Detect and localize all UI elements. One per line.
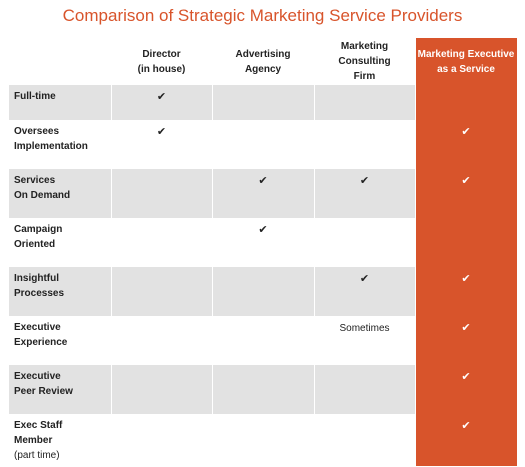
table-cell — [111, 414, 213, 466]
table-cell — [111, 267, 213, 316]
table-row: Insightful Processes ✔ ✔ — [9, 267, 518, 316]
table-cell — [314, 120, 416, 169]
table-cell: ✔ — [111, 120, 213, 169]
table-cell: Sometimes — [314, 316, 416, 365]
table-cell — [314, 85, 416, 120]
row-label-line: Oriented — [14, 239, 56, 250]
check-icon: ✔ — [156, 91, 167, 103]
column-header-executive-service: Marketing Executive as a Service — [415, 38, 518, 85]
header-corner — [9, 38, 112, 85]
column-header-consulting-firm: Marketing Consulting Firm — [314, 38, 416, 85]
check-icon: ✔ — [461, 126, 471, 138]
page-title: Comparison of Strategic Marketing Servic… — [62, 6, 463, 25]
row-label-line: Exec Staff — [14, 420, 63, 431]
row-label-line: Full-time — [14, 91, 56, 102]
table-row: Executive Peer Review ✔ — [9, 365, 518, 414]
check-icon: ✔ — [461, 273, 471, 285]
table-cell — [212, 316, 315, 365]
table-cell — [212, 365, 315, 414]
check-icon: ✔ — [258, 224, 268, 236]
table-cell — [212, 414, 315, 466]
check-icon: ✔ — [461, 322, 471, 334]
column-header-director: Director (in house) — [111, 38, 213, 85]
row-label-line: Experience — [14, 337, 68, 348]
table-cell: ✔ — [415, 414, 518, 466]
table-row: Full-time ✔ — [9, 85, 518, 120]
row-label-line: On Demand — [14, 190, 71, 201]
check-icon: ✔ — [359, 175, 370, 187]
table-cell — [111, 218, 213, 267]
row-label-line: Campaign — [14, 224, 63, 235]
table-cell — [111, 316, 213, 365]
table-row: Exec Staff Member (part time) ✔ — [9, 414, 518, 466]
header-row: Director (in house) Advertising Agency M… — [9, 38, 518, 85]
row-label-line: Oversees — [14, 126, 60, 137]
table-cell: ✔ — [415, 169, 518, 218]
table-row: Executive Experience Sometimes ✔ — [9, 316, 518, 365]
row-label: Executive Experience — [9, 316, 112, 365]
row-label: Executive Peer Review — [9, 365, 112, 414]
table-cell: ✔ — [314, 267, 416, 316]
check-icon: ✔ — [461, 420, 471, 432]
table-row: Services On Demand ✔ ✔ ✔ — [9, 169, 518, 218]
table-cell: ✔ — [212, 218, 315, 267]
row-label: Oversees Implementation — [9, 120, 112, 169]
table-cell: ✔ — [415, 316, 518, 365]
table-cell — [314, 414, 416, 466]
row-label-line: Executive — [14, 322, 61, 333]
table-cell — [111, 365, 213, 414]
row-label-line: (part time) — [14, 450, 60, 461]
table-cell: ✔ — [111, 85, 213, 120]
column-header-advertising-agency: Advertising Agency — [212, 38, 315, 85]
row-label-line: Insightful — [14, 273, 59, 284]
table-cell — [314, 218, 416, 267]
row-label: Insightful Processes — [9, 267, 112, 316]
table-cell: ✔ — [415, 267, 518, 316]
row-label-line: Services — [14, 175, 56, 186]
row-label: Exec Staff Member (part time) — [9, 414, 112, 466]
table-cell: ✔ — [415, 120, 518, 169]
check-icon: ✔ — [461, 175, 471, 187]
table-cell — [111, 169, 213, 218]
table-cell — [314, 365, 416, 414]
check-icon: ✔ — [461, 371, 471, 383]
table-cell — [212, 267, 315, 316]
row-label: Campaign Oriented — [9, 218, 112, 267]
table-cell — [415, 85, 518, 120]
table-cell: ✔ — [415, 365, 518, 414]
cell-text: Sometimes — [339, 323, 390, 334]
row-label-line: Executive — [14, 371, 61, 382]
check-icon: ✔ — [156, 126, 167, 138]
row-label: Full-time — [9, 85, 112, 120]
table-cell — [212, 85, 315, 120]
row-label: Services On Demand — [9, 169, 112, 218]
comparison-table: Director (in house) Advertising Agency M… — [9, 38, 518, 466]
row-label-line: Member — [14, 435, 53, 446]
row-label-line: Peer Review — [14, 386, 73, 397]
table-row: Campaign Oriented ✔ — [9, 218, 518, 267]
row-label-line: Processes — [14, 288, 65, 299]
table-cell: ✔ — [212, 169, 315, 218]
check-icon: ✔ — [258, 175, 268, 187]
table-cell — [212, 120, 315, 169]
row-label-line: Implementation — [14, 141, 88, 152]
check-icon: ✔ — [359, 273, 370, 285]
table-cell: ✔ — [314, 169, 416, 218]
table-cell — [415, 218, 518, 267]
table-row: Oversees Implementation ✔ ✔ — [9, 120, 518, 169]
